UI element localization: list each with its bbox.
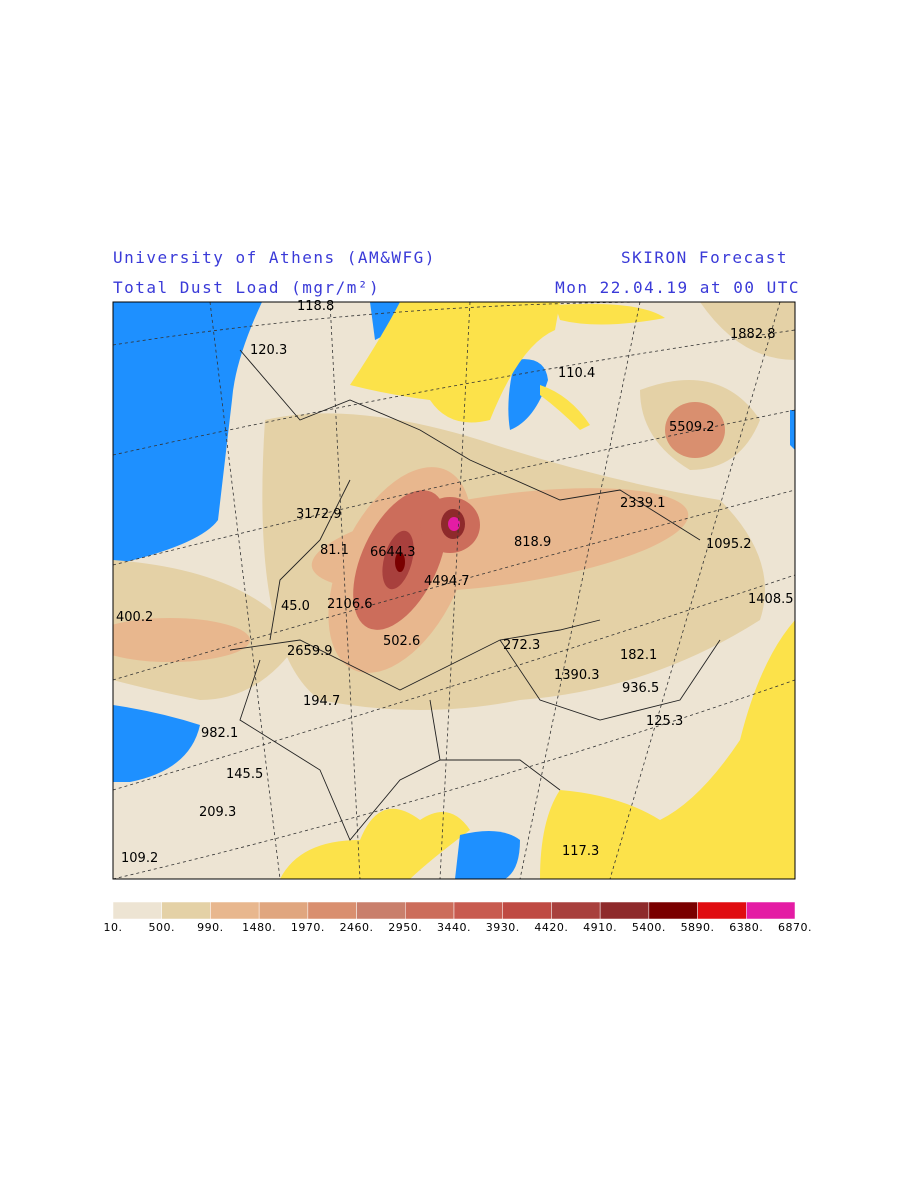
map-value-label: 109.2 [121, 851, 158, 866]
map-value-label: 182.1 [620, 648, 657, 663]
map-value-label: 2106.6 [327, 597, 373, 612]
legend-label: 10. [104, 921, 123, 934]
map-value-label: 120.3 [250, 343, 287, 358]
legend-label: 2460. [340, 921, 374, 934]
legend-label: 990. [197, 921, 224, 934]
map-value-label: 81.1 [320, 543, 349, 558]
map-value-label: 2339.1 [620, 496, 666, 511]
legend-label: 1970. [291, 921, 325, 934]
legend-swatch [307, 901, 357, 920]
legend-label: 5890. [681, 921, 715, 934]
map-value-label: 45.0 [281, 599, 310, 614]
product: SKIRON Forecast [621, 248, 788, 267]
legend-label: 500. [148, 921, 175, 934]
legend-swatch [599, 901, 650, 920]
legend-label: 4910. [583, 921, 617, 934]
map-value-label: 110.4 [558, 366, 595, 381]
legend-label: 2950. [388, 921, 422, 934]
map-value-label: 4494.7 [424, 574, 470, 589]
valid-time: Mon 22.04.19 at 00 UTC [555, 278, 800, 297]
field: Total Dust Load (mgr/m²) [113, 278, 380, 297]
legend-label: 6870. [778, 921, 812, 934]
map-value-label: 5509.2 [669, 420, 715, 435]
legend: 10. 500. 990. 1480. 1970. 2460. 2950. 3440. 3930… [104, 901, 812, 934]
map-value-label: 6644.3 [370, 545, 416, 560]
legend-label: 5400. [632, 921, 666, 934]
map-value-label: 936.5 [622, 681, 659, 696]
map-value-label: 118.8 [297, 299, 334, 314]
map-value-label: 2659.9 [287, 644, 333, 659]
map-value-label: 117.3 [562, 844, 599, 859]
legend-swatch [112, 901, 162, 920]
legend-swatch [746, 901, 796, 920]
legend-swatch [405, 901, 455, 920]
map-value-label: 400.2 [116, 610, 153, 625]
map-value-label: 1390.3 [554, 668, 600, 683]
legend-swatch [697, 901, 747, 920]
legend-label: 4420. [534, 921, 568, 934]
legend-label: 1480. [242, 921, 276, 934]
map-labels: 1882.8 120.3 118.8 110.4 5509.2 3172.9 2339.1 8… [116, 299, 794, 866]
legend-swatch [551, 901, 601, 920]
legend-swatch [502, 901, 552, 920]
legend-label: 3930. [486, 921, 520, 934]
legend-swatch [453, 901, 503, 920]
legend-label: 6380. [729, 921, 763, 934]
map [113, 302, 795, 879]
map-value-label: 1095.2 [706, 537, 752, 552]
map-value-label: 194.7 [303, 694, 340, 709]
legend-label: 3440. [437, 921, 471, 934]
legend-swatch [648, 901, 698, 920]
map-value-label: 209.3 [199, 805, 236, 820]
map-value-label: 818.9 [514, 535, 551, 550]
map-value-label: 145.5 [226, 767, 263, 782]
legend-swatch [210, 901, 260, 920]
institution: University of Athens (AM&WFG) [113, 248, 436, 267]
map-frame [112, 301, 796, 880]
map-value-label: 3172.9 [296, 507, 342, 522]
legend-swatch [258, 901, 309, 920]
map-value-label: 982.1 [201, 726, 238, 741]
map-value-label: 1882.8 [730, 327, 776, 342]
map-value-label: 272.3 [503, 638, 540, 653]
map-value-label: 502.6 [383, 634, 420, 649]
legend-swatch [161, 901, 211, 920]
legend-swatch [356, 901, 406, 920]
map-value-label: 125.3 [646, 714, 683, 729]
map-value-label: 1408.5 [748, 592, 794, 607]
